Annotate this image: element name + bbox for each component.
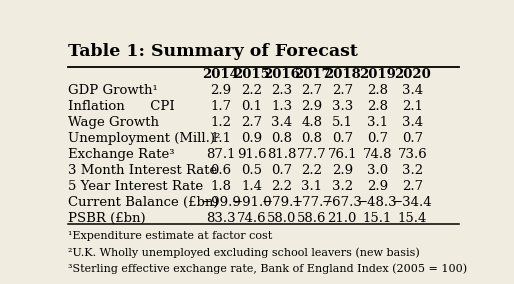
Text: −67.3: −67.3 [322, 196, 363, 209]
Text: 81.8: 81.8 [267, 148, 297, 161]
Text: 2.2: 2.2 [271, 180, 292, 193]
Text: 2020: 2020 [394, 68, 431, 81]
Text: 0.7: 0.7 [271, 164, 292, 177]
Text: −48.3: −48.3 [357, 196, 398, 209]
Text: 58.0: 58.0 [267, 212, 297, 225]
Text: 3.1: 3.1 [367, 116, 388, 129]
Text: 2.8: 2.8 [367, 100, 388, 113]
Text: −91.0: −91.0 [231, 196, 272, 209]
Text: PSBR (£bn): PSBR (£bn) [68, 212, 146, 225]
Text: 2019: 2019 [359, 68, 396, 81]
Text: 3.1: 3.1 [302, 180, 323, 193]
Text: 2.8: 2.8 [367, 84, 388, 97]
Text: 1.7: 1.7 [210, 100, 231, 113]
Text: 2014: 2014 [203, 68, 239, 81]
Text: Current Balance (£bn): Current Balance (£bn) [68, 196, 219, 209]
Text: 2017: 2017 [293, 68, 331, 81]
Text: 3.0: 3.0 [367, 164, 388, 177]
Text: 3.2: 3.2 [332, 180, 353, 193]
Text: 2.9: 2.9 [367, 180, 388, 193]
Text: 91.6: 91.6 [236, 148, 266, 161]
Text: −34.4: −34.4 [392, 196, 433, 209]
Text: 1.1: 1.1 [210, 132, 231, 145]
Text: 2015: 2015 [233, 68, 270, 81]
Text: 73.6: 73.6 [397, 148, 427, 161]
Text: ²U.K. Wholly unemployed excluding school leavers (new basis): ²U.K. Wholly unemployed excluding school… [68, 247, 420, 258]
Text: GDP Growth¹: GDP Growth¹ [68, 84, 158, 97]
Text: 2.1: 2.1 [402, 100, 423, 113]
Text: 3.3: 3.3 [332, 100, 353, 113]
Text: 1.3: 1.3 [271, 100, 292, 113]
Text: 4.8: 4.8 [302, 116, 322, 129]
Text: 2.7: 2.7 [302, 84, 323, 97]
Text: 2.9: 2.9 [210, 84, 231, 97]
Text: 74.6: 74.6 [236, 212, 266, 225]
Text: −77.7: −77.7 [291, 196, 333, 209]
Text: Inflation      CPI: Inflation CPI [68, 100, 175, 113]
Text: 3 Month Interest Rate: 3 Month Interest Rate [68, 164, 217, 177]
Text: −99.9: −99.9 [200, 196, 241, 209]
Text: Unemployment (Mill.)²: Unemployment (Mill.)² [68, 132, 221, 145]
Text: 76.1: 76.1 [327, 148, 357, 161]
Text: 74.8: 74.8 [362, 148, 392, 161]
Text: 0.7: 0.7 [367, 132, 388, 145]
Text: 3.4: 3.4 [402, 116, 423, 129]
Text: 87.1: 87.1 [206, 148, 235, 161]
Text: 2.7: 2.7 [241, 116, 262, 129]
Text: 15.1: 15.1 [363, 212, 392, 225]
Text: 5.1: 5.1 [332, 116, 353, 129]
Text: 1.8: 1.8 [210, 180, 231, 193]
Text: ¹Expenditure estimate at factor cost: ¹Expenditure estimate at factor cost [68, 231, 272, 241]
Text: 3.2: 3.2 [402, 164, 423, 177]
Text: 2.7: 2.7 [332, 84, 353, 97]
Text: 2018: 2018 [324, 68, 361, 81]
Text: 0.1: 0.1 [241, 100, 262, 113]
Text: 0.8: 0.8 [271, 132, 292, 145]
Text: 2.9: 2.9 [332, 164, 353, 177]
Text: 15.4: 15.4 [398, 212, 427, 225]
Text: 2.7: 2.7 [402, 180, 423, 193]
Text: 58.6: 58.6 [297, 212, 327, 225]
Text: 21.0: 21.0 [327, 212, 357, 225]
Text: 0.5: 0.5 [241, 164, 262, 177]
Text: Exchange Rate³: Exchange Rate³ [68, 148, 175, 161]
Text: 3.4: 3.4 [402, 84, 423, 97]
Text: 83.3: 83.3 [206, 212, 235, 225]
Text: 2.2: 2.2 [302, 164, 322, 177]
Text: 3.4: 3.4 [271, 116, 292, 129]
Text: Table 1: Summary of Forecast: Table 1: Summary of Forecast [68, 43, 358, 60]
Text: 0.7: 0.7 [402, 132, 423, 145]
Text: 0.7: 0.7 [332, 132, 353, 145]
Text: ³Sterling effective exchange rate, Bank of England Index (2005 = 100): ³Sterling effective exchange rate, Bank … [68, 264, 467, 274]
Text: 0.6: 0.6 [210, 164, 231, 177]
Text: 1.4: 1.4 [241, 180, 262, 193]
Text: 2016: 2016 [263, 68, 300, 81]
Text: 2.2: 2.2 [241, 84, 262, 97]
Text: −79.1: −79.1 [262, 196, 302, 209]
Text: 2.9: 2.9 [302, 100, 323, 113]
Text: 5 Year Interest Rate: 5 Year Interest Rate [68, 180, 204, 193]
Text: 0.8: 0.8 [302, 132, 322, 145]
Text: Wage Growth: Wage Growth [68, 116, 159, 129]
Text: 1.2: 1.2 [210, 116, 231, 129]
Text: 0.9: 0.9 [241, 132, 262, 145]
Text: 2.3: 2.3 [271, 84, 292, 97]
Text: 77.7: 77.7 [297, 148, 327, 161]
